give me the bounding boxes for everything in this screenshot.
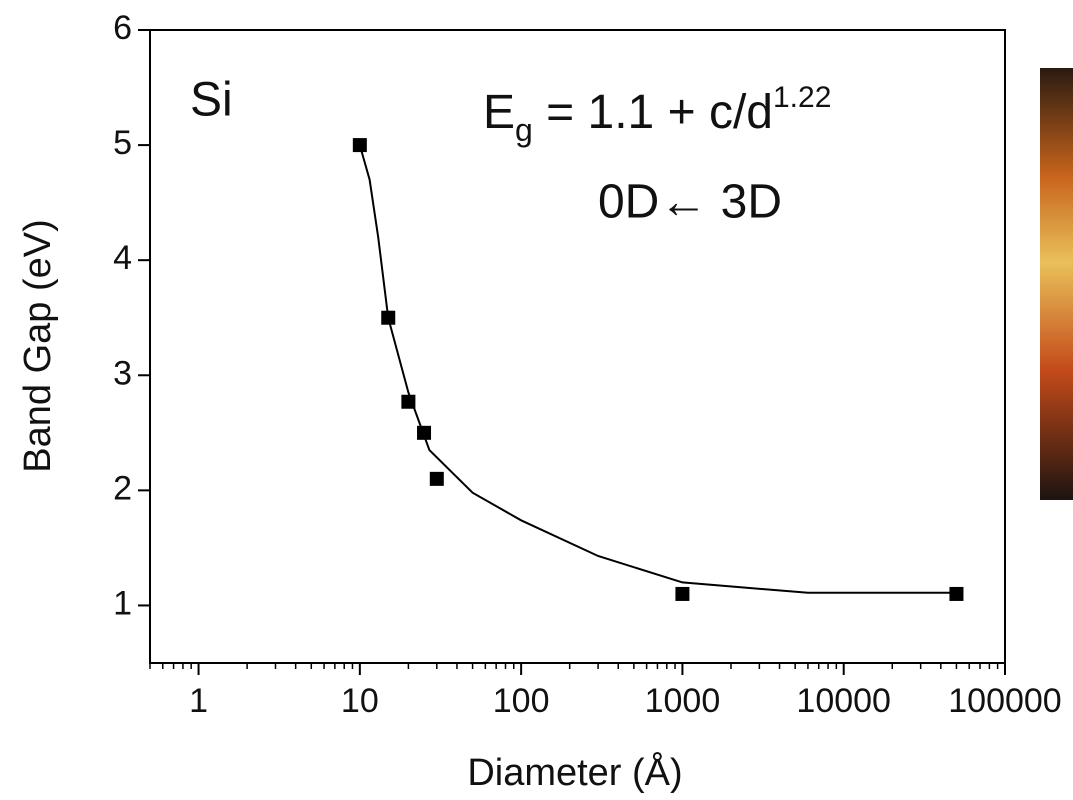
y-tick-label: 6 bbox=[113, 9, 132, 47]
formula: Eg = 1.1 + c/d1.22 bbox=[483, 81, 831, 149]
data-point bbox=[401, 394, 416, 409]
annotation: 0D← 3D bbox=[598, 176, 782, 229]
x-tick-label: 100 bbox=[493, 682, 550, 720]
x-axis-label: Diameter (Å) bbox=[467, 750, 682, 794]
x-tick-label: 100000 bbox=[948, 682, 1061, 720]
formula-part: = 1.1 + c/d bbox=[533, 86, 773, 139]
x-tick-label: 1 bbox=[189, 682, 208, 720]
formula-subscript: g bbox=[515, 112, 533, 148]
data-point bbox=[949, 586, 964, 601]
y-tick-label: 2 bbox=[113, 469, 132, 507]
fit-line bbox=[358, 144, 957, 594]
x-tick-label: 1000 bbox=[645, 682, 721, 720]
formula-part: E bbox=[483, 86, 515, 139]
x-tick-label: 10000 bbox=[796, 682, 891, 720]
y-axis-label: Band Gap (eV) bbox=[17, 219, 59, 472]
data-point bbox=[675, 586, 690, 601]
y-tick-label: 3 bbox=[113, 354, 132, 392]
x-tick-label: 10 bbox=[341, 682, 379, 720]
y-tick-label: 1 bbox=[113, 584, 132, 622]
data-point bbox=[429, 471, 444, 486]
photo-inset bbox=[1040, 68, 1073, 500]
y-tick-label: 5 bbox=[113, 124, 132, 162]
annotation: Si bbox=[190, 74, 233, 127]
formula-superscript: 1.22 bbox=[773, 81, 831, 114]
y-tick-label: 4 bbox=[113, 239, 132, 277]
plot-frame bbox=[149, 29, 1006, 664]
